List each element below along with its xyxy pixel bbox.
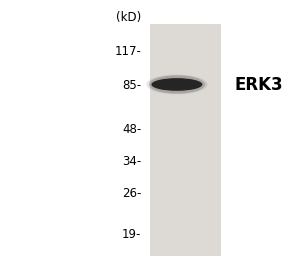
Ellipse shape <box>149 76 205 93</box>
Text: 117-: 117- <box>115 45 142 58</box>
Text: 26-: 26- <box>122 187 142 200</box>
Text: (kD): (kD) <box>116 11 142 24</box>
Text: ERK3: ERK3 <box>235 76 283 94</box>
Text: 34-: 34- <box>122 154 142 168</box>
Text: 48-: 48- <box>122 123 142 136</box>
Ellipse shape <box>151 78 202 91</box>
Text: 19-: 19- <box>122 228 142 242</box>
Ellipse shape <box>146 75 207 94</box>
Text: 85-: 85- <box>122 79 142 92</box>
FancyBboxPatch shape <box>150 24 221 256</box>
